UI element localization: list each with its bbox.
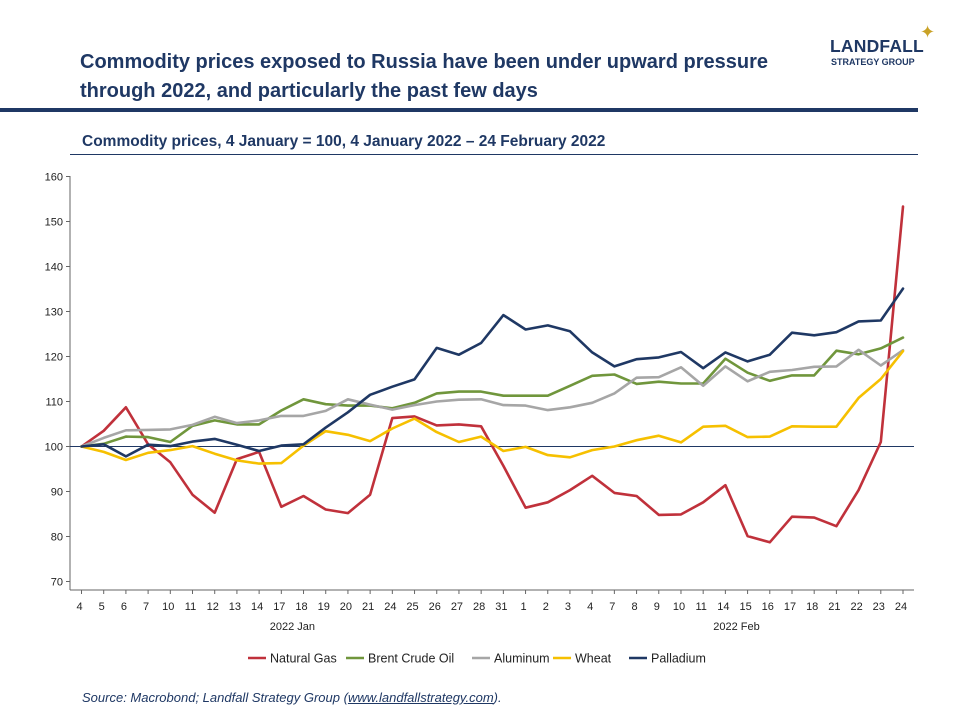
y-tick-label: 90 [51, 487, 63, 499]
x-tick-label: 10 [162, 601, 174, 613]
x-tick-label: 13 [229, 601, 241, 613]
y-tick-label: 120 [45, 352, 63, 364]
x-tick-label: 19 [318, 601, 330, 613]
x-tick-label: 4 [76, 601, 82, 613]
x-tick-label: 17 [273, 601, 285, 613]
x-tick-label: 14 [251, 601, 263, 613]
y-tick-label: 70 [51, 577, 63, 589]
legend-label-palladium: Palladium [651, 652, 706, 666]
y-tick-label: 130 [45, 307, 63, 319]
x-tick-label: 7 [609, 601, 615, 613]
legend-label-aluminum: Aluminum [494, 652, 550, 666]
series-line-wheat [80, 349, 905, 465]
x-tick-label: 24 [384, 601, 396, 613]
x-tick-label: 6 [121, 601, 127, 613]
star-icon: ✦ [920, 22, 936, 42]
x-tick-label: 23 [873, 601, 885, 613]
x-tick-label: 2 [543, 601, 549, 613]
header-divider [0, 108, 918, 112]
legend-label-wheat: Wheat [575, 652, 612, 666]
source-text: Source: Macrobond; Landfall Strategy Gro… [82, 690, 348, 705]
x-tick-label: 16 [762, 601, 774, 613]
y-tick-label: 110 [45, 397, 63, 409]
x-tick-label: 27 [451, 601, 463, 613]
series-line-aluminum [80, 348, 905, 448]
x-tick-label: 15 [739, 601, 751, 613]
y-tick-label: 160 [45, 172, 63, 184]
y-tick-label: 140 [45, 262, 63, 274]
y-tick-label: 80 [51, 532, 63, 544]
x-tick-label: 26 [429, 601, 441, 613]
x-tick-label: 8 [632, 601, 638, 613]
x-tick-label: 22 [850, 601, 862, 613]
subtitle-divider [70, 154, 918, 155]
source-note: Source: Macrobond; Landfall Strategy Gro… [82, 690, 502, 705]
source-link[interactable]: www.landfallstrategy.com [347, 690, 494, 705]
x-tick-label: 12 [207, 601, 219, 613]
legend: Natural Gas Brent Crude Oil Aluminum Wheat P… [248, 652, 706, 666]
x-tick-label: 31 [495, 601, 507, 613]
x-tick-label: 21 [828, 601, 840, 613]
x-tick-label: 25 [406, 601, 418, 613]
source-text-end: ). [493, 690, 502, 705]
x-tick-label: 5 [99, 601, 105, 613]
y-tick-label: 100 [45, 442, 63, 454]
series-line-palladium [80, 287, 905, 458]
x-tick-label: 1 [520, 601, 526, 613]
x-tick-label: 28 [473, 601, 485, 613]
y-tick-label: 150 [45, 217, 63, 229]
series-line-natural-gas [80, 205, 905, 544]
x-tick-label: 21 [362, 601, 374, 613]
series-line-brent-crude-oil [80, 336, 905, 448]
x-tick-label: 10 [673, 601, 685, 613]
x-month-label: 2022 Jan [270, 621, 315, 633]
x-tick-label: 7 [143, 601, 149, 613]
x-tick-label: 18 [295, 601, 307, 613]
x-tick-label: 4 [587, 601, 593, 613]
x-tick-label: 24 [895, 601, 907, 613]
x-tick-label: 14 [717, 601, 729, 613]
x-axis: 4 5 6 7 10 11 12 13 14 17 18 19 20 21 24 25 26 27 28 31 1 2 3 4… [70, 589, 914, 633]
y-axis: 70 80 90 100 110 120 130 140 150 160 [45, 172, 71, 590]
legend-label-brent-crude-oil: Brent Crude Oil [368, 652, 454, 666]
logo-name: LANDFALL [830, 36, 924, 56]
x-tick-label: 9 [654, 601, 660, 613]
x-tick-label: 20 [340, 601, 352, 613]
legend-label-natural-gas: Natural Gas [270, 652, 337, 666]
x-tick-label: 17 [784, 601, 796, 613]
chart-subtitle: Commodity prices, 4 January = 100, 4 Jan… [82, 133, 606, 150]
x-tick-label: 11 [695, 601, 706, 613]
x-tick-label: 11 [185, 601, 196, 613]
x-tick-label: 3 [565, 601, 571, 613]
series-group [80, 205, 905, 544]
x-month-label: 2022 Feb [713, 621, 759, 633]
x-tick-label: 18 [806, 601, 818, 613]
page-title: Commodity prices exposed to Russia have … [80, 51, 768, 102]
logo-tagline: STRATEGY GROUP [831, 57, 915, 67]
